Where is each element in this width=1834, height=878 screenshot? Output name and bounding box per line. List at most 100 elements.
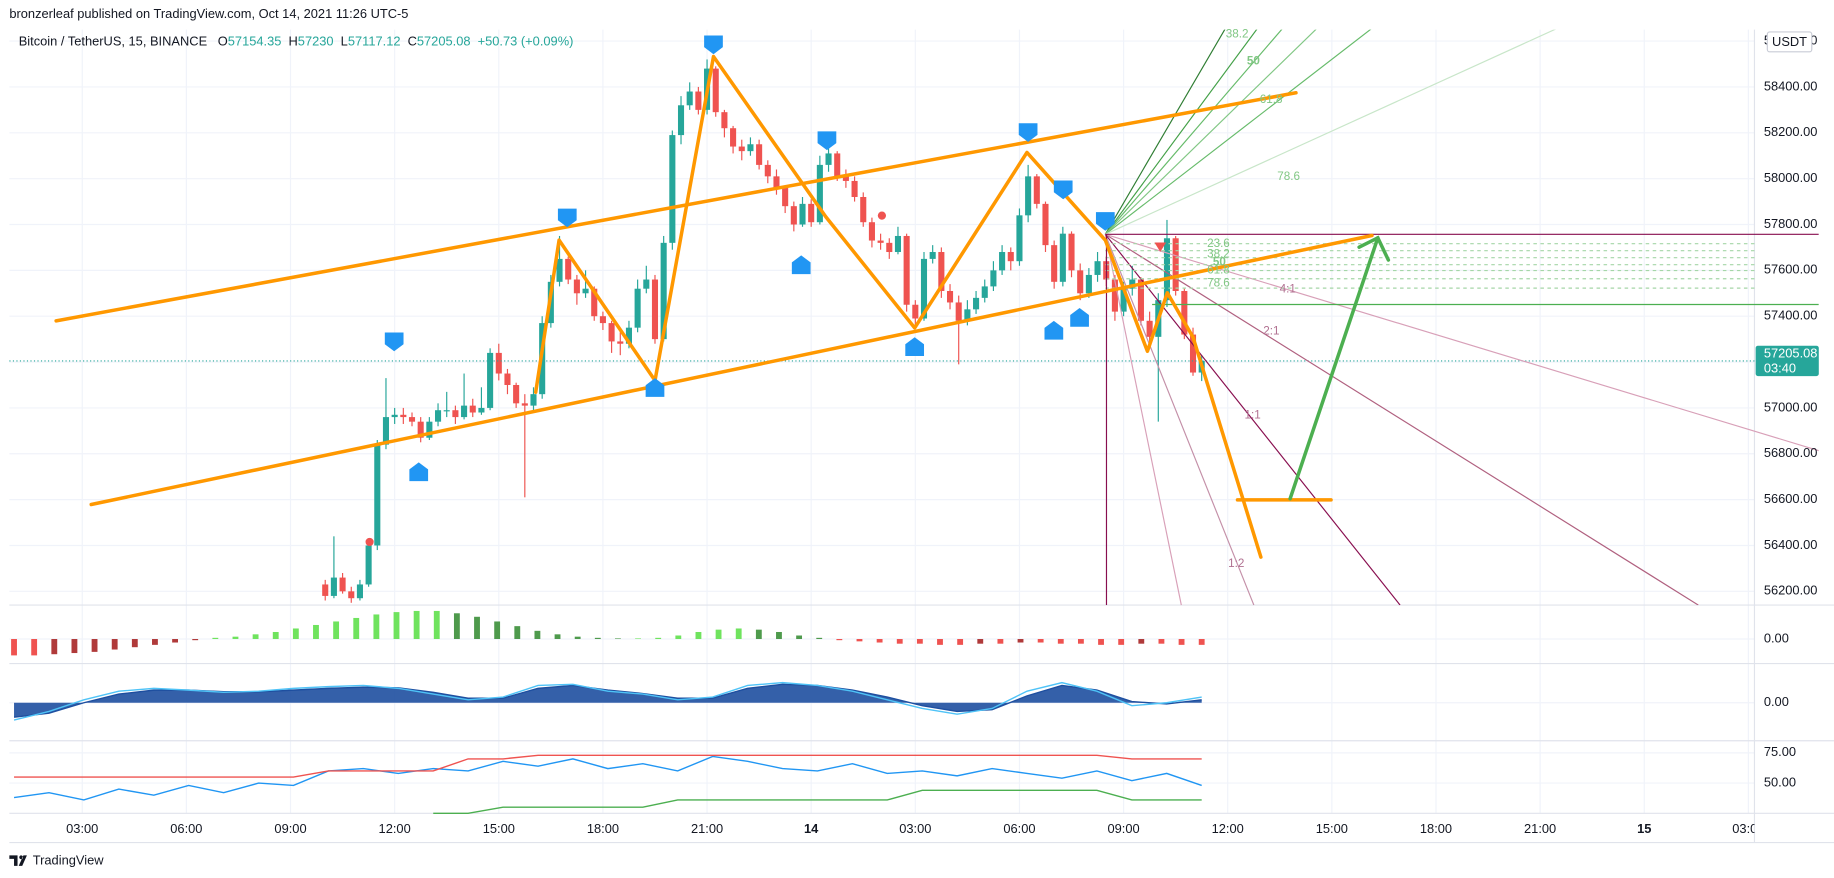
histogram-bar bbox=[494, 621, 501, 640]
histogram-bar bbox=[111, 639, 118, 650]
fan-line bbox=[1105, 233, 1699, 606]
histogram-bar bbox=[353, 617, 360, 640]
candle-body bbox=[721, 112, 728, 129]
histogram-bar bbox=[1118, 639, 1125, 645]
annotation-labels: 38.2 50 61.8 78.6 23.6 38.2 50 61.8 78.6… bbox=[1207, 27, 1300, 570]
candle-body bbox=[1120, 288, 1127, 312]
x-tick-label: 18:00 bbox=[587, 821, 619, 836]
candle-body bbox=[999, 252, 1006, 271]
candle-body bbox=[955, 302, 962, 321]
histogram-bar bbox=[715, 629, 722, 640]
histogram-bar bbox=[796, 635, 803, 640]
fan-line bbox=[1104, 29, 1283, 235]
change: +50.73 (+0.09%) bbox=[478, 34, 574, 49]
histogram-bar bbox=[152, 639, 158, 645]
candle-body bbox=[556, 258, 563, 282]
x-tick-label: 21:00 bbox=[691, 821, 723, 836]
candle-body bbox=[634, 288, 641, 328]
signal-dot bbox=[365, 537, 374, 547]
gann-label: 4:1 bbox=[1280, 282, 1296, 295]
histogram-bar bbox=[735, 628, 742, 640]
histogram-bar bbox=[192, 639, 199, 641]
y-tick-label: 56800.00 bbox=[1764, 445, 1818, 460]
candle-body bbox=[764, 164, 771, 177]
y-tick-label: 58200.00 bbox=[1764, 124, 1818, 139]
currency-button-label[interactable]: USDT bbox=[1772, 34, 1807, 49]
histogram-bar bbox=[977, 639, 984, 644]
y-tick-label: 57800.00 bbox=[1764, 216, 1818, 231]
candle-body bbox=[842, 176, 849, 181]
histogram-bar bbox=[1098, 639, 1104, 645]
signal-dot bbox=[877, 211, 887, 220]
x-tick-label: 12:00 bbox=[1212, 821, 1244, 836]
histogram-bar bbox=[554, 634, 561, 640]
x-tick-label: 03:00 bbox=[899, 821, 931, 836]
fan-label: 38.2 bbox=[1226, 27, 1249, 40]
fan-line bbox=[1104, 29, 1317, 235]
x-tick-label: 14 bbox=[804, 821, 819, 836]
x-tick-label: 09:00 bbox=[1107, 821, 1139, 836]
histogram-bar bbox=[172, 639, 178, 643]
fan-label: 61.8 bbox=[1260, 93, 1283, 106]
fan-line bbox=[1104, 234, 1255, 606]
bottom-marker bbox=[1044, 320, 1064, 340]
candle-body bbox=[643, 279, 650, 289]
histogram-bar bbox=[1158, 639, 1165, 644]
candle-body bbox=[1007, 252, 1014, 262]
footer: TradingView bbox=[9, 853, 104, 868]
histogram-bar bbox=[1178, 639, 1185, 645]
candle-body bbox=[660, 242, 667, 340]
footer-brand: TradingView bbox=[33, 853, 104, 868]
y-tick-label: 0.00 bbox=[1764, 694, 1789, 709]
candle-body bbox=[964, 309, 971, 321]
candle-body bbox=[330, 577, 337, 596]
candle-body bbox=[946, 290, 954, 303]
candle-body bbox=[608, 323, 615, 342]
candle-body bbox=[356, 584, 363, 599]
histogram-bar bbox=[292, 628, 299, 640]
candle-body bbox=[825, 153, 832, 165]
currency-button-box[interactable] bbox=[1766, 31, 1813, 53]
symbol-legend: Bitcoin / TetherUS, 15, BINANCE O57154.3… bbox=[19, 34, 574, 49]
y-tick-label: 56400.00 bbox=[1764, 537, 1818, 552]
currency-button[interactable]: USDT bbox=[1766, 31, 1813, 53]
y-tick-label: 58000.00 bbox=[1764, 170, 1818, 185]
ohlc-prefix: O bbox=[218, 34, 228, 49]
x-tick-label: 06:00 bbox=[1003, 821, 1035, 836]
candle-body bbox=[434, 410, 442, 422]
candle-body bbox=[1068, 233, 1075, 271]
arrow bbox=[1288, 235, 1391, 501]
fan-line bbox=[1104, 29, 1226, 235]
candle-body bbox=[1033, 176, 1040, 204]
drawings bbox=[54, 29, 1819, 606]
pattern bbox=[54, 54, 1374, 559]
histogram-bar bbox=[574, 636, 581, 640]
candle-body bbox=[1137, 279, 1144, 321]
histogram-bar bbox=[876, 639, 883, 643]
candle-body bbox=[452, 410, 459, 418]
x-tick-label: 18:00 bbox=[1420, 821, 1452, 836]
fan-label: 50 bbox=[1247, 54, 1261, 67]
candle-body bbox=[808, 203, 815, 223]
candle-body bbox=[322, 584, 329, 596]
histogram-bar bbox=[474, 616, 480, 640]
top-marker bbox=[817, 131, 837, 151]
y-tick-label: 50.00 bbox=[1764, 774, 1796, 789]
x-tick-label: 15:00 bbox=[483, 821, 515, 836]
candle-body bbox=[339, 577, 346, 592]
histogram-bar bbox=[453, 613, 460, 640]
candle-body bbox=[443, 410, 450, 412]
candle-body bbox=[920, 258, 928, 319]
retracement-label: 38.2 bbox=[1207, 247, 1230, 260]
candle-body bbox=[877, 240, 884, 243]
fan-label: 78.6 bbox=[1277, 170, 1300, 183]
candle-body bbox=[1059, 233, 1066, 282]
histogram-bar bbox=[856, 639, 863, 642]
symbol-title: Bitcoin / TetherUS, 15, BINANCE bbox=[19, 34, 208, 49]
ohlc-value: 57117.12 bbox=[348, 34, 401, 49]
candle-body bbox=[773, 176, 780, 188]
candle-body bbox=[756, 144, 763, 165]
histogram-bar bbox=[232, 636, 239, 640]
